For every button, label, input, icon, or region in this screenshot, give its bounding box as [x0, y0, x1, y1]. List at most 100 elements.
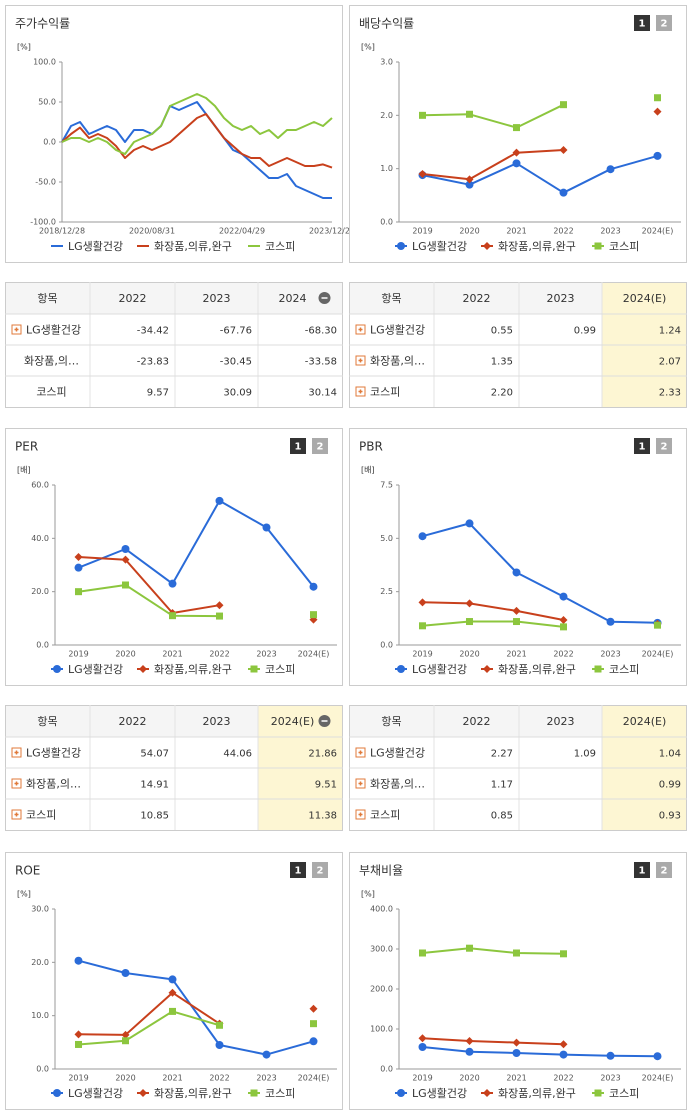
marker	[606, 1051, 615, 1060]
marker	[74, 563, 83, 572]
x-tick-label: 2022	[553, 650, 573, 659]
x-tick-label: 2020	[115, 650, 135, 659]
legend-label: 화장품,의류,완구	[154, 240, 232, 253]
panel-title: PBR	[359, 440, 383, 454]
marker	[250, 665, 258, 673]
page-button[interactable]	[312, 438, 328, 454]
marker	[122, 1037, 129, 1045]
y-axis-label: [%]	[361, 43, 375, 52]
table-cell: 9.57	[147, 388, 169, 399]
x-tick-label: 2019	[68, 1074, 88, 1083]
marker	[483, 242, 491, 250]
page-button[interactable]	[656, 438, 672, 454]
table-header: 2022	[119, 292, 147, 305]
legend-label: LG생활건강	[68, 239, 123, 253]
marker	[121, 969, 130, 977]
marker	[465, 599, 474, 608]
marker	[418, 532, 427, 541]
table-cell: 54.07	[140, 749, 169, 760]
page-button-label[interactable]: 1	[639, 866, 646, 877]
page-button[interactable]	[656, 862, 672, 878]
y-tick-label: 0.0	[380, 218, 393, 227]
marker	[169, 1007, 176, 1015]
series-line	[422, 154, 658, 194]
table-header: 항목	[37, 292, 57, 305]
x-tick-label: 2019	[68, 650, 88, 659]
expand-icon-plus	[358, 781, 363, 786]
marker	[419, 111, 426, 119]
marker	[560, 623, 567, 631]
row-name: 코스피	[36, 386, 66, 399]
table-header: 항목	[381, 292, 401, 305]
marker	[53, 1089, 61, 1097]
y-axis-label: [%]	[17, 43, 31, 52]
page-button-label[interactable]: 1	[639, 19, 646, 30]
x-tick-label: 2021	[506, 650, 526, 659]
panel	[5, 5, 343, 263]
x-tick-label: 2024(E)	[642, 650, 674, 659]
y-axis-label: [배]	[17, 466, 31, 475]
legend-label: 코스피	[609, 1087, 639, 1100]
table-cell: 0.99	[659, 780, 681, 791]
marker	[309, 1004, 318, 1013]
marker	[513, 949, 520, 957]
page-button-label[interactable]: 2	[661, 19, 668, 30]
marker	[122, 581, 129, 589]
y-tick-label: 5.0	[380, 534, 393, 543]
marker	[397, 665, 405, 673]
marker	[75, 1040, 82, 1048]
x-tick-label: 2023	[256, 650, 276, 659]
page-button-label[interactable]: 1	[295, 442, 302, 453]
x-tick-label: 2024(E)	[642, 1074, 674, 1083]
page-button-label[interactable]: 2	[661, 442, 668, 453]
page-button[interactable]	[312, 862, 328, 878]
expand-icon-plus	[14, 327, 19, 332]
y-tick-label: -100.0	[30, 218, 56, 227]
series-line	[422, 522, 658, 624]
marker	[418, 1043, 427, 1051]
legend-label: LG생활건강	[412, 239, 467, 253]
table-cell: 9.51	[315, 780, 337, 791]
x-tick-label: 2022/04/29	[219, 227, 265, 236]
expand-icon-plus	[14, 781, 19, 786]
marker	[513, 124, 520, 132]
page-button[interactable]	[290, 862, 306, 878]
table-cell: -67.76	[220, 326, 252, 337]
table-header: 2024	[279, 292, 307, 305]
page-button[interactable]	[634, 862, 650, 878]
x-tick-label: 2019	[412, 227, 432, 236]
marker	[215, 496, 224, 505]
y-tick-label: 10.0	[31, 1011, 49, 1020]
marker	[216, 1021, 223, 1029]
series-line	[422, 947, 564, 955]
row-name: 화장품,의…	[24, 355, 79, 368]
page-button-label[interactable]: 2	[661, 866, 668, 877]
page-button-label[interactable]: 1	[639, 442, 646, 453]
marker	[139, 1089, 147, 1097]
y-tick-label: 400.0	[370, 905, 393, 914]
marker	[512, 1049, 521, 1057]
marker	[168, 975, 177, 984]
row-name: 코스피	[370, 809, 400, 822]
page-button[interactable]	[634, 438, 650, 454]
marker	[262, 1050, 271, 1059]
series-line	[61, 113, 333, 169]
table-cell: 11.38	[308, 811, 337, 822]
marker	[309, 582, 318, 591]
page-button-label[interactable]: 2	[317, 442, 324, 453]
x-tick-label: 2023/12/28	[309, 227, 355, 236]
table-cell: 1.24	[659, 326, 681, 337]
marker	[465, 1047, 474, 1056]
table-cell: 10.85	[140, 811, 169, 822]
page-button-label[interactable]: 1	[295, 866, 302, 877]
page-button[interactable]	[634, 15, 650, 31]
y-tick-label: 20.0	[31, 587, 49, 596]
y-tick-label: 20.0	[31, 958, 49, 967]
y-tick-label: 40.0	[31, 534, 49, 543]
page-button[interactable]	[290, 438, 306, 454]
table-cell: 0.85	[491, 811, 513, 822]
page-button[interactable]	[656, 15, 672, 31]
page-button-label[interactable]: 2	[317, 866, 324, 877]
marker	[121, 1030, 130, 1039]
